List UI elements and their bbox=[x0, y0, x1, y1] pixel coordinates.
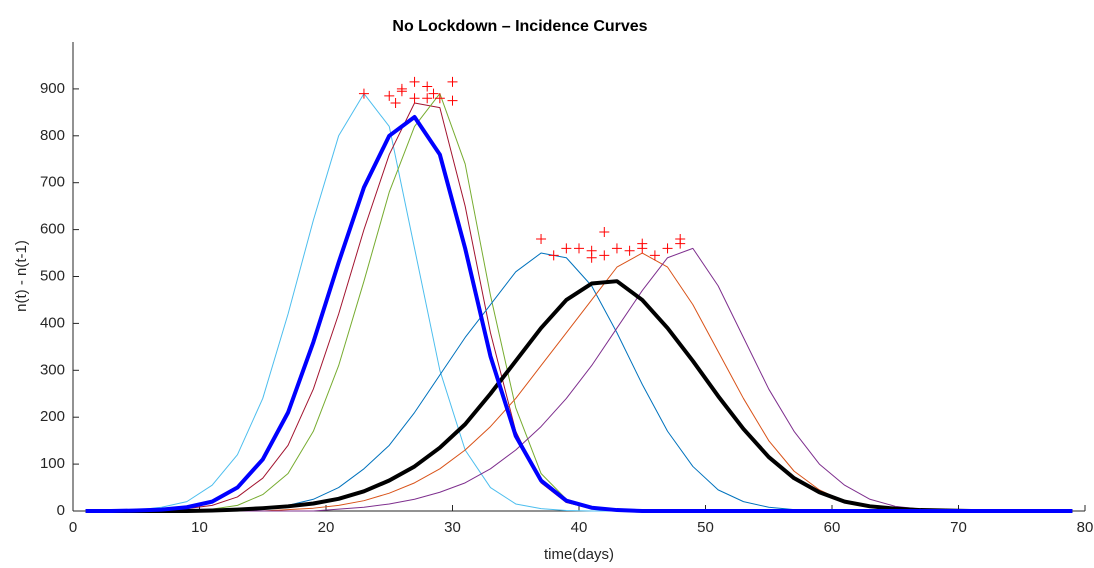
y-tick-label: 700 bbox=[40, 174, 65, 191]
peak-marker bbox=[548, 250, 559, 261]
peak-marker bbox=[662, 243, 673, 254]
peak-marker bbox=[675, 238, 686, 249]
peak-marker bbox=[384, 90, 395, 101]
y-axis-label: n(t) - n(t-1) bbox=[13, 240, 30, 312]
peak-marker bbox=[611, 243, 622, 254]
y-tick-label: 200 bbox=[40, 408, 65, 425]
y-tick-label: 400 bbox=[40, 314, 65, 331]
peak-marker bbox=[599, 226, 610, 237]
series-line bbox=[85, 247, 1073, 512]
x-tick-label: 40 bbox=[571, 519, 588, 536]
x-tick-label: 10 bbox=[191, 519, 208, 536]
peak-marker bbox=[447, 76, 458, 87]
y-tick-label: 600 bbox=[40, 221, 65, 238]
y-tick-label: 300 bbox=[40, 361, 65, 378]
y-tick-label: 900 bbox=[40, 80, 65, 97]
series-line bbox=[85, 93, 1073, 512]
peak-marker bbox=[422, 81, 433, 92]
peak-marker bbox=[536, 233, 547, 244]
y-tick-label: 0 bbox=[57, 502, 65, 519]
peak-marker bbox=[649, 250, 660, 261]
x-axis-label: time(days) bbox=[544, 546, 614, 563]
peak-marker bbox=[586, 252, 597, 263]
x-tick-label: 0 bbox=[69, 519, 77, 536]
series-line bbox=[85, 93, 1073, 512]
peak-marker bbox=[599, 250, 610, 261]
peak-marker bbox=[396, 83, 407, 94]
chart-title: No Lockdown – Incidence Curves bbox=[392, 18, 647, 35]
peak-marker bbox=[447, 95, 458, 106]
y-tick-label: 100 bbox=[40, 455, 65, 472]
peak-marker bbox=[409, 93, 420, 104]
x-tick-label: 20 bbox=[318, 519, 335, 536]
x-tick-label: 60 bbox=[824, 519, 841, 536]
peak-marker bbox=[422, 93, 433, 104]
peak-marker bbox=[574, 243, 584, 254]
y-tick-label: 800 bbox=[40, 127, 65, 144]
x-tick-label: 50 bbox=[697, 519, 714, 536]
series-line bbox=[85, 102, 1073, 512]
peak-marker bbox=[409, 76, 420, 87]
x-tick-label: 30 bbox=[444, 519, 461, 536]
peak-marker bbox=[358, 88, 369, 99]
peak-marker bbox=[428, 88, 439, 99]
peak-marker bbox=[390, 97, 401, 108]
peak-marker bbox=[434, 93, 445, 104]
y-tick-label: 500 bbox=[40, 267, 65, 284]
peak-marker bbox=[561, 243, 572, 254]
series-line bbox=[85, 115, 1073, 513]
peak-marker bbox=[624, 245, 635, 256]
peak-marker bbox=[637, 243, 648, 254]
x-tick-label: 70 bbox=[950, 519, 967, 536]
x-tick-label: 80 bbox=[1077, 519, 1094, 536]
